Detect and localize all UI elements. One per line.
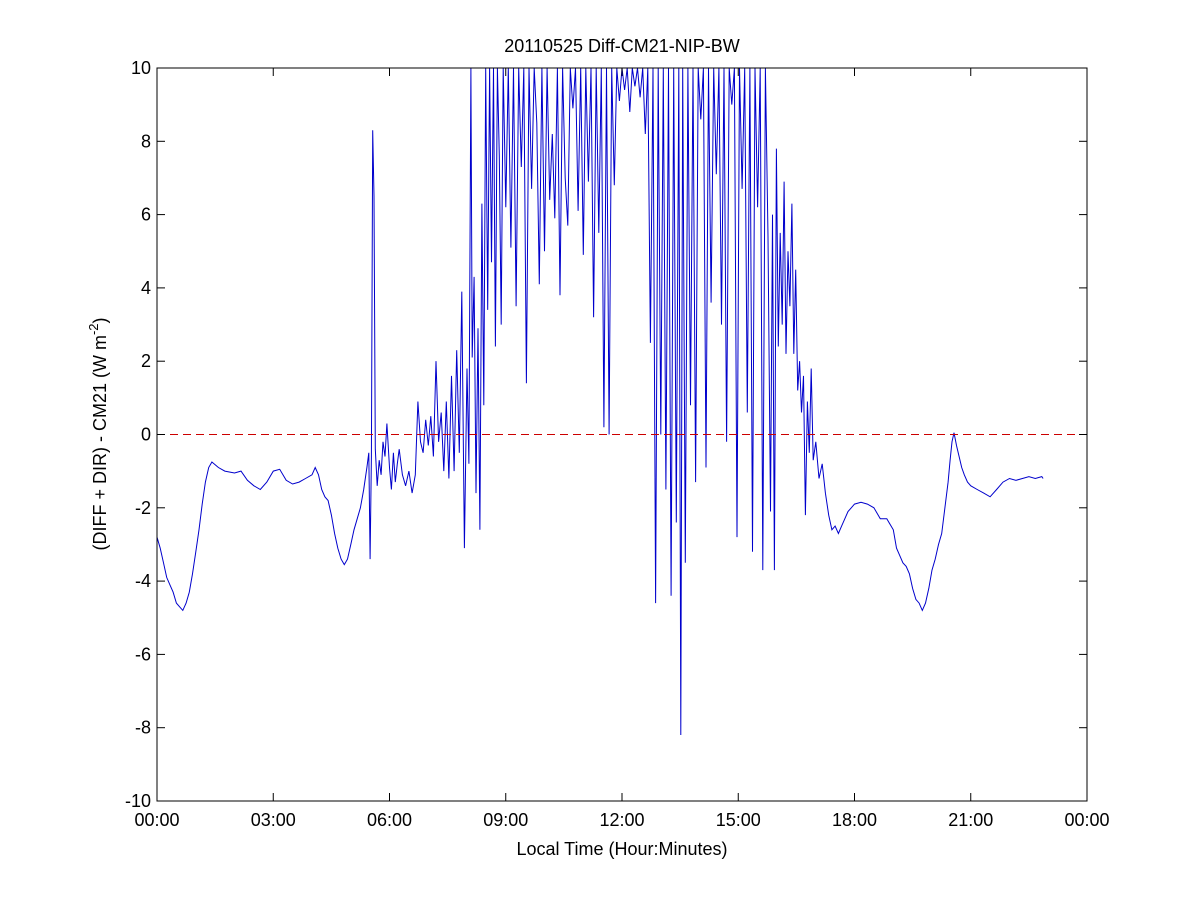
x-tick-label: 03:00 xyxy=(251,810,296,830)
chart-title: 20110525 Diff-CM21-NIP-BW xyxy=(504,36,739,56)
x-tick-label: 06:00 xyxy=(367,810,412,830)
y-axis-label-superscript: -2 xyxy=(86,323,101,335)
y-tick-label: 0 xyxy=(141,425,151,445)
y-ticks: -10 -8 -6 -4 -2 0 2 4 6 8 10 xyxy=(125,58,1087,811)
y-tick-label: 10 xyxy=(131,58,151,78)
x-tick-label: 18:00 xyxy=(832,810,877,830)
y-axis-label-suffix: ) xyxy=(90,317,110,323)
y-tick-label: -10 xyxy=(125,791,151,811)
y-tick-label: 6 xyxy=(141,205,151,225)
y-tick-label: 2 xyxy=(141,351,151,371)
y-tick-label: 8 xyxy=(141,131,151,151)
y-tick-label: -4 xyxy=(135,571,151,591)
plot-area xyxy=(157,68,1087,801)
x-tick-label: 15:00 xyxy=(716,810,761,830)
y-axis-label-prefix: (DIFF + DIR) - CM21 (W m xyxy=(90,335,110,550)
y-tick-label: -2 xyxy=(135,498,151,518)
x-tick-label: 09:00 xyxy=(483,810,528,830)
y-tick-label: -8 xyxy=(135,718,151,738)
x-axis-label: Local Time (Hour:Minutes) xyxy=(516,839,727,859)
y-axis-label: (DIFF + DIR) - CM21 (W m-2) xyxy=(86,317,110,550)
y-tick-label: 4 xyxy=(141,278,151,298)
x-tick-label: 12:00 xyxy=(599,810,644,830)
x-ticks: 00:00 03:00 06:00 09:00 12:00 15:00 18:00 21:00… xyxy=(134,68,1110,830)
x-tick-label: 00:00 xyxy=(134,810,179,830)
x-tick-label: 21:00 xyxy=(948,810,993,830)
y-tick-label: -6 xyxy=(135,644,151,664)
x-tick-label: 00:00 xyxy=(1064,810,1109,830)
